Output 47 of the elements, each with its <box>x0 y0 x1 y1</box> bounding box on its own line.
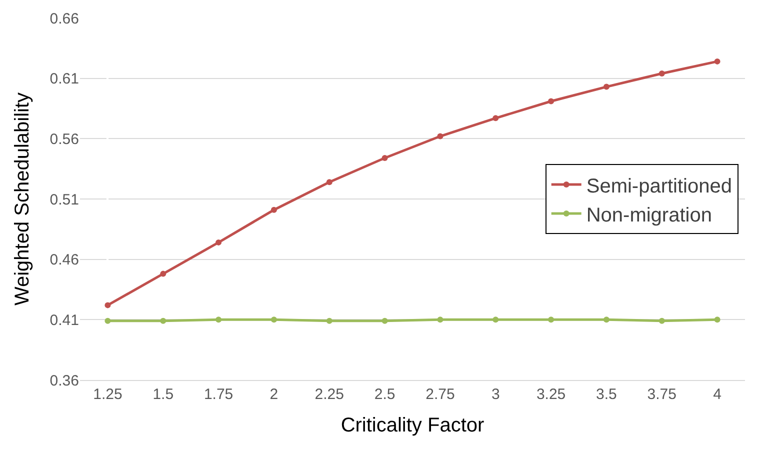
x-tick-label: 2.5 <box>374 386 396 403</box>
legend-label: Non-migration <box>586 204 712 226</box>
x-tick-label: 1.25 <box>93 386 122 403</box>
point <box>492 316 499 323</box>
point <box>326 179 332 186</box>
point <box>658 70 665 77</box>
y-tick-label: 0.51 <box>50 191 79 208</box>
point <box>216 316 222 323</box>
x-tick-label: 3 <box>491 386 500 403</box>
y-axis-title: Weighted Schedulability <box>11 92 34 306</box>
point <box>382 154 388 161</box>
point <box>104 318 111 324</box>
point <box>603 316 610 323</box>
point <box>714 316 720 323</box>
y-tick-label: 0.36 <box>50 372 79 390</box>
y-tick-label: 0.66 <box>50 10 79 28</box>
x-tick-label: 3.25 <box>536 386 566 403</box>
x-tick-label: 2 <box>270 386 278 403</box>
point <box>492 115 499 122</box>
point <box>437 133 444 140</box>
x-tick-label: 1.75 <box>204 386 234 403</box>
point <box>603 84 610 90</box>
point <box>437 316 444 323</box>
point <box>548 98 554 104</box>
x-tick-label: 2.75 <box>426 386 455 403</box>
y-tick-label: 0.46 <box>50 252 79 269</box>
point <box>160 270 166 277</box>
point <box>382 318 388 324</box>
point <box>270 206 277 213</box>
x-tick-label: 1.5 <box>152 386 174 403</box>
x-tick-label: 3.75 <box>647 386 676 403</box>
point <box>160 318 166 324</box>
point <box>658 318 665 324</box>
x-tick-label: 2.25 <box>314 386 344 403</box>
y-tick-label: 0.56 <box>50 130 79 148</box>
point <box>326 318 332 324</box>
point <box>270 316 277 323</box>
legend-label: Semi-partitioned <box>586 175 732 198</box>
point <box>714 58 720 64</box>
point <box>548 316 554 323</box>
x-axis-title: Criticality Factor <box>340 414 485 436</box>
x-tick-label: 4 <box>713 386 722 403</box>
point <box>216 239 222 246</box>
point <box>104 302 111 308</box>
x-tick-label: 3.5 <box>596 386 617 403</box>
y-tick-label: 0.41 <box>50 312 79 329</box>
y-tick-label: 0.61 <box>50 70 79 88</box>
